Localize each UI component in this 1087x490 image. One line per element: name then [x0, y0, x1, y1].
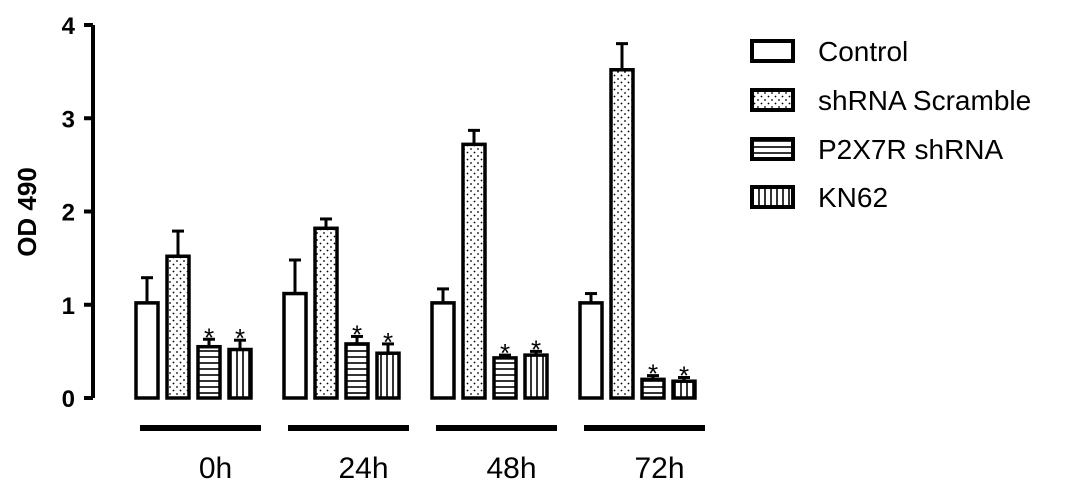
- significance-star: *: [204, 322, 214, 352]
- significance-star: *: [679, 360, 689, 390]
- bar: [578, 301, 604, 400]
- y-tick-label: 0: [62, 386, 75, 413]
- legend-label: Control: [818, 36, 908, 67]
- bar: [196, 344, 222, 400]
- legend-swatch: [750, 137, 795, 161]
- significance-star: *: [352, 319, 362, 349]
- bars-layer: * * * * * * * *: [134, 42, 697, 400]
- bar: [282, 291, 308, 400]
- bar: [165, 254, 191, 400]
- bar: [227, 347, 253, 400]
- significance-star: *: [531, 334, 541, 364]
- bar: [313, 226, 339, 400]
- significance-star: *: [500, 338, 510, 368]
- legend-swatch: [750, 88, 795, 112]
- y-tick-label: 4: [62, 13, 76, 40]
- group-label: 48h: [486, 452, 536, 485]
- bar: [344, 342, 370, 400]
- group-label: 0h: [199, 452, 232, 485]
- significance-star: *: [235, 323, 245, 353]
- group-labels: 0h 24h 48h 72h: [140, 425, 705, 485]
- y-axis-title: OD 490: [12, 167, 42, 257]
- legend-swatch: [750, 185, 795, 209]
- y-tick-label: 2: [62, 200, 75, 227]
- group-label: 24h: [338, 452, 388, 485]
- group-label: 72h: [634, 452, 684, 485]
- legend-label: shRNA Scramble: [818, 85, 1031, 116]
- axes: 0 1 2 3 4: [62, 13, 95, 413]
- significance-star: *: [383, 327, 393, 357]
- bar: [609, 68, 635, 400]
- bar: [134, 301, 160, 400]
- legend: Control shRNA Scramble P2X7R shRNA KN62: [750, 36, 1031, 213]
- significance-star: *: [648, 359, 658, 389]
- bar: [375, 351, 401, 400]
- legend-label: P2X7R shRNA: [818, 134, 1004, 165]
- y-tick-label: 3: [62, 106, 75, 133]
- bar: [461, 142, 487, 400]
- legend-swatch: [750, 39, 795, 63]
- bar: [430, 301, 456, 400]
- legend-label: KN62: [818, 182, 888, 213]
- y-tick-label: 1: [62, 293, 75, 320]
